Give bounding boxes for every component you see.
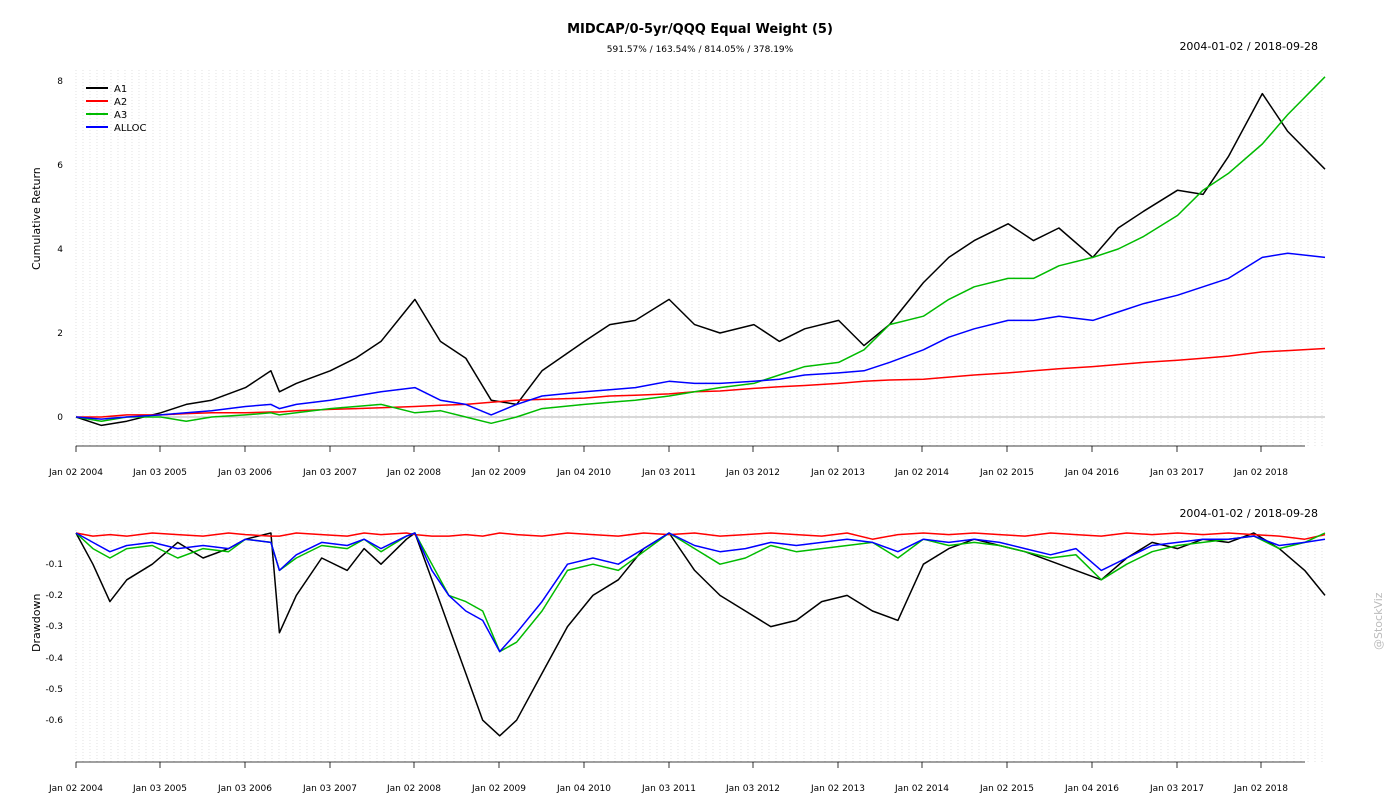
bottom-x-tick-label: Jan 03 2017: [1149, 784, 1204, 794]
bottom-series-alloc: [75, 532, 1326, 653]
bottom-y-tick-label: -0.3: [45, 622, 63, 632]
top-x-tick-label: Jan 03 2011: [641, 468, 696, 478]
bottom-x-tick-label: Jan 03 2011: [641, 784, 696, 794]
top-series-a1: [75, 92, 1326, 427]
legend-label-a2: A2: [114, 97, 127, 108]
top-y-tick-label: 4: [57, 245, 63, 255]
bottom-series-a1: [75, 532, 1326, 737]
date-range-bottom: 2004-01-02 / 2018-09-28: [1179, 507, 1318, 520]
top-x-tick-label: Jan 03 2012: [725, 468, 780, 478]
top-x-tick-label: Jan 03 2007: [302, 468, 357, 478]
bottom-y-tick-label: -0.5: [45, 685, 63, 695]
bottom-x-tick-label: Jan 03 2006: [217, 784, 272, 794]
top-x-tick-label: Jan 02 2004: [48, 468, 103, 478]
top-x-tick-label: Jan 03 2005: [132, 468, 187, 478]
bottom-x-tick-label: Jan 03 2007: [302, 784, 357, 794]
bottom-x-tick-label: Jan 02 2008: [386, 784, 441, 794]
top-x-tick-label: Jan 04 2010: [556, 468, 611, 478]
legend-label-a3: A3: [114, 110, 127, 121]
top-series-alloc: [75, 252, 1326, 420]
top-series-a3: [75, 76, 1326, 425]
bottom-y-tick-label: -0.2: [45, 591, 63, 601]
legend-label-alloc: ALLOC: [114, 123, 146, 134]
top-y-tick-label: 8: [57, 77, 63, 87]
top-x-tick-label: Jan 03 2017: [1149, 468, 1204, 478]
top-x-tick-label: Jan 04 2016: [1064, 468, 1119, 478]
bottom-x-tick-label: Jan 02 2015: [979, 784, 1034, 794]
top-x-tick-label: Jan 02 2014: [894, 468, 949, 478]
top-y-tick-label: 6: [57, 161, 63, 171]
bottom-y-tick-label: -0.1: [45, 560, 63, 570]
bottom-x-tick-label: Jan 04 2010: [556, 784, 611, 794]
top-x-tick-label: Jan 02 2009: [471, 468, 526, 478]
chart-title: MIDCAP/0-5yr/QQQ Equal Weight (5): [567, 22, 833, 37]
bottom-x-tick-label: Jan 02 2004: [48, 784, 103, 794]
top-x-tick-label: Jan 02 2013: [810, 468, 865, 478]
bottom-y-tick-label: -0.4: [45, 654, 63, 664]
top-x-tick-label: Jan 02 2008: [386, 468, 441, 478]
date-range-top: 2004-01-02 / 2018-09-28: [1179, 40, 1318, 53]
top-y-tick-label: 2: [57, 329, 63, 339]
bottom-x-tick-label: Jan 02 2014: [894, 784, 949, 794]
bottom-x-tick-label: Jan 03 2005: [132, 784, 187, 794]
legend-label-a1: A1: [114, 84, 127, 95]
top-x-tick-label: Jan 02 2015: [979, 468, 1034, 478]
bottom-x-tick-label: Jan 02 2009: [471, 784, 526, 794]
bottom-x-tick-label: Jan 04 2016: [1064, 784, 1119, 794]
top-y-tick-label: 0: [57, 413, 63, 423]
bottom-x-tick-label: Jan 02 2013: [810, 784, 865, 794]
bottom-x-tick-label: Jan 03 2012: [725, 784, 780, 794]
bottom-y-tick-label: -0.6: [45, 716, 63, 726]
bottom-x-tick-label: Jan 02 2018: [1233, 784, 1288, 794]
top-series-a2: [76, 347, 1326, 418]
chart-subtitle: 591.57% / 163.54% / 814.05% / 378.19%: [606, 45, 794, 55]
bottom-series-a2: [75, 532, 1326, 540]
top-x-tick-label: Jan 03 2006: [217, 468, 272, 478]
top-x-tick-label: Jan 02 2018: [1233, 468, 1288, 478]
